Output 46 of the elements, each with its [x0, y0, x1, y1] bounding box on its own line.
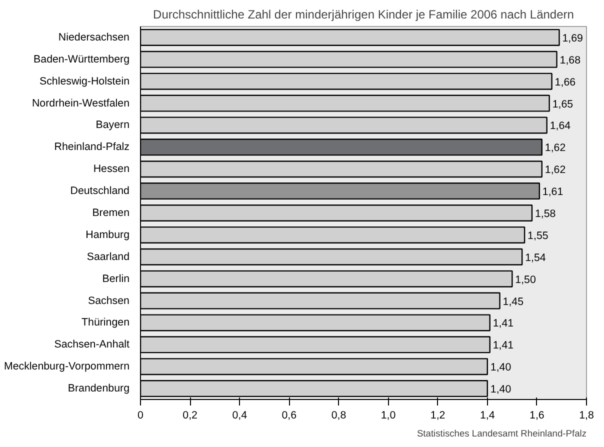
- x-tick-label: 0,4: [232, 410, 248, 422]
- data-label: 1,55: [528, 230, 548, 242]
- y-tick-label: Bremen: [92, 207, 130, 219]
- y-tick-label: Rheinland-Pfalz: [54, 141, 130, 154]
- x-tick-label: 1,6: [530, 410, 544, 422]
- data-label: 1,69: [562, 32, 584, 44]
- y-tick-label: Thüringen: [82, 316, 130, 329]
- y-tick-label: Hessen: [93, 163, 130, 176]
- y-tick-label: Schleswig-Holstein: [39, 75, 130, 88]
- data-label: 1,41: [492, 318, 514, 330]
- text: Statistisches Landesamt Rheinland-Pfalz: [416, 428, 587, 438]
- data-label: 1,58: [534, 208, 556, 220]
- data-label: 1,62: [544, 142, 566, 154]
- data-label: 1,66: [554, 76, 576, 88]
- y-tick-label: Hamburg: [86, 228, 130, 241]
- x-tick-label: 0,6: [282, 410, 297, 422]
- data-label: 1,45: [502, 296, 524, 308]
- x-tick-label: 1,2: [430, 410, 446, 422]
- data-label: 1,41: [492, 340, 514, 352]
- y-tick-label: Niedersachsen: [58, 31, 130, 44]
- data-label: 1,64: [550, 120, 571, 132]
- y-tick-label: Saarland: [86, 250, 130, 263]
- data-label: 1,68: [560, 54, 581, 66]
- chart-title: Durchschnittliche Zahl der minderjährigen Kinder je Familie 2006 nach Ländern: [153, 8, 574, 22]
- x-tick-label: 0: [138, 410, 144, 422]
- x-tick-label: 1,4: [480, 410, 495, 422]
- x-tick-label: 0,2: [182, 410, 198, 422]
- data-label: 1,40: [490, 362, 512, 374]
- data-label: 1,40: [490, 384, 512, 396]
- x-tick-label: 1,8: [579, 410, 594, 422]
- y-tick-label: Nordrhein-Westfalen: [32, 97, 130, 110]
- y-tick-label: Baden-Württemberg: [34, 53, 130, 66]
- y-tick-label: Sachsen-Anhalt: [54, 338, 130, 351]
- y-tick-label: Sachsen: [88, 294, 130, 307]
- x-tick-label: 1,0: [380, 410, 396, 422]
- y-tick-label: Mecklenburg-Vorpommern: [4, 360, 130, 373]
- data-label: 1,61: [542, 186, 564, 198]
- data-label: 1,65: [552, 98, 574, 110]
- y-tick-label: Deutschland: [70, 185, 130, 198]
- x-tick-label: 0,8: [331, 410, 346, 422]
- data-label: 1,50: [515, 274, 536, 286]
- y-tick-label: Berlin: [102, 272, 130, 285]
- data-label: 1,62: [544, 164, 566, 176]
- y-tick-label: Brandenburg: [68, 382, 130, 395]
- data-label: 1,54: [525, 252, 546, 264]
- y-tick-label: Bayern: [96, 119, 130, 132]
